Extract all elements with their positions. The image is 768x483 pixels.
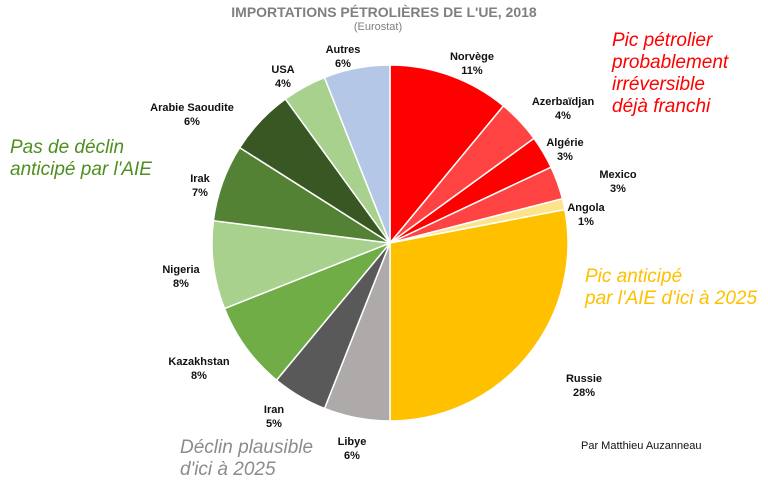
annotation-peak-passed: Pic pétrolier probablement irréversible déj… xyxy=(612,30,728,118)
slice-label: USA 4% xyxy=(271,63,294,91)
slice-label-pct: 8% xyxy=(173,278,189,290)
slice-label-name: Kazakhstan xyxy=(168,356,230,368)
slice-label-pct: 1% xyxy=(578,216,594,228)
slice-label-pct: 4% xyxy=(555,110,571,122)
slice-label-name: Iran xyxy=(263,404,285,416)
pie-slice-nigeria xyxy=(211,219,391,310)
slice-label-name: Mexico xyxy=(599,169,637,181)
slice-label-name: Algérie xyxy=(546,137,584,149)
slice-label-pct: 6% xyxy=(184,116,200,128)
slice-label: Autres 6% xyxy=(326,43,361,71)
pie-slice-norv-ge xyxy=(389,64,505,246)
annotation-line: Déclin plausible xyxy=(180,437,314,458)
annotation-line: d'ici à 2025 xyxy=(180,459,276,480)
annotation-line: probablement xyxy=(612,52,729,73)
slice-label-pct: 4% xyxy=(275,78,291,90)
slice-label: Arabie Saoudite 6% xyxy=(150,101,234,129)
slice-label-name: Angola xyxy=(567,202,605,214)
annotation-line: Pic pétrolier xyxy=(612,30,713,51)
annotation-line: irréversible xyxy=(612,74,705,95)
slice-label-pct: 3% xyxy=(557,151,573,163)
slice-label-pct: 8% xyxy=(191,370,207,382)
slice-label: Angola 1% xyxy=(567,201,604,229)
slice-label-name: Irak xyxy=(190,173,210,185)
slice-label: Norvège 11% xyxy=(450,50,494,78)
annotation-line: Pic anticipé xyxy=(585,266,683,287)
annotation-decline-2025: Déclin plausible d'ici à 2025 xyxy=(180,437,313,481)
slice-label: Libye 6% xyxy=(338,435,367,463)
annotation-line: déjà franchi xyxy=(612,96,711,117)
slice-label-pct: 11% xyxy=(461,65,483,77)
slice-label-name: Libye xyxy=(337,436,367,448)
slice-label: Russie 28% xyxy=(566,372,602,400)
chart-subtitle: (Eurostat) xyxy=(353,21,403,33)
slice-label-pct: 5% xyxy=(266,418,282,430)
annotation-line: par l'AIE d'ici à 2025 xyxy=(585,288,758,309)
chart-title: IMPORTATIONS PÉTROLIÈRES DE L'UE, 2018 xyxy=(231,4,537,20)
slice-label-name: Russie xyxy=(565,373,603,385)
slice-label-name: Azerbaïdjan xyxy=(531,96,595,108)
annotation-no-decline: Pas de déclin anticipé par l'AIE xyxy=(10,137,152,181)
slice-label-name: Arabie Saoudite xyxy=(150,102,234,114)
annotation-peak-2025: Pic anticipé par l'AIE d'ici à 2025 xyxy=(585,266,757,310)
slice-label-pct: 6% xyxy=(335,58,351,70)
annotation-line: Pas de déclin xyxy=(10,137,125,158)
slice-label: Kazakhstan 8% xyxy=(168,355,229,383)
slice-label-name: Autres xyxy=(325,44,361,56)
slice-label-pct: 28% xyxy=(572,387,596,399)
slice-label: Mexico 3% xyxy=(599,168,636,196)
slice-label-name: USA xyxy=(271,64,295,76)
slice-label-name: Norvège xyxy=(449,51,495,63)
slice-label-pct: 6% xyxy=(344,450,360,462)
pie-slice-autres xyxy=(323,64,391,244)
slice-label-name: Nigeria xyxy=(162,264,200,276)
pie-slice-russie xyxy=(389,208,569,422)
slice-label: Iran 5% xyxy=(264,403,284,431)
slice-label: Algérie 3% xyxy=(546,136,583,164)
pie-slice-kazakhstan xyxy=(223,242,391,382)
slice-label: Irak 7% xyxy=(190,172,210,200)
credit: Par Matthieu Auzanneau xyxy=(581,440,702,452)
slice-label: Azerbaïdjan 4% xyxy=(532,95,594,123)
annotation-line: anticipé par l'AIE xyxy=(10,159,152,180)
slice-label-pct: 3% xyxy=(610,183,626,195)
slice-label: Nigeria 8% xyxy=(162,263,199,291)
slice-label-pct: 7% xyxy=(192,187,208,199)
